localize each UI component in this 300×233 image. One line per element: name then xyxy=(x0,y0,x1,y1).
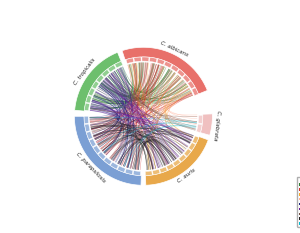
Polygon shape xyxy=(146,137,208,185)
Polygon shape xyxy=(126,58,134,64)
Text: C. parapsilosis: C. parapsilosis xyxy=(75,151,106,184)
Polygon shape xyxy=(153,169,160,175)
Polygon shape xyxy=(134,57,141,62)
Polygon shape xyxy=(157,59,165,65)
Polygon shape xyxy=(89,139,96,147)
Polygon shape xyxy=(192,88,198,96)
Polygon shape xyxy=(179,154,186,162)
Polygon shape xyxy=(173,159,181,166)
Polygon shape xyxy=(75,52,121,111)
Legend: C. albicans—C. tropicalis, C. albicans—C. parapsilosis, C. albicans—C. auris, C.: C. albicans—C. tropicalis, C. albicans—C… xyxy=(297,177,300,227)
Polygon shape xyxy=(160,167,167,173)
Polygon shape xyxy=(85,124,90,132)
Polygon shape xyxy=(93,146,100,154)
Polygon shape xyxy=(184,149,191,156)
Polygon shape xyxy=(192,136,199,144)
Text: C. auris: C. auris xyxy=(177,168,197,184)
Polygon shape xyxy=(177,69,185,77)
Polygon shape xyxy=(142,57,149,61)
Polygon shape xyxy=(102,69,110,77)
Polygon shape xyxy=(115,61,123,68)
Polygon shape xyxy=(96,75,104,83)
Polygon shape xyxy=(117,166,125,172)
Polygon shape xyxy=(104,157,112,165)
Polygon shape xyxy=(133,171,140,175)
Polygon shape xyxy=(188,81,195,89)
Polygon shape xyxy=(145,171,152,175)
Text: C. tropicalis: C. tropicalis xyxy=(73,57,96,86)
Polygon shape xyxy=(171,65,179,72)
Polygon shape xyxy=(183,75,190,82)
Polygon shape xyxy=(92,81,99,89)
Polygon shape xyxy=(198,115,203,123)
Polygon shape xyxy=(196,124,202,133)
Polygon shape xyxy=(108,65,116,72)
Polygon shape xyxy=(86,131,93,140)
Polygon shape xyxy=(149,57,157,62)
Polygon shape xyxy=(167,163,174,170)
Text: C. glabrata: C. glabrata xyxy=(212,110,221,141)
Text: C. albicans: C. albicans xyxy=(160,41,189,58)
Polygon shape xyxy=(122,47,207,94)
Polygon shape xyxy=(98,152,106,160)
Polygon shape xyxy=(88,88,95,96)
Polygon shape xyxy=(189,143,196,150)
Polygon shape xyxy=(164,61,172,68)
Polygon shape xyxy=(200,114,212,135)
Polygon shape xyxy=(74,116,141,185)
Polygon shape xyxy=(86,95,92,103)
Polygon shape xyxy=(110,162,118,169)
Polygon shape xyxy=(84,116,88,123)
Polygon shape xyxy=(125,169,133,175)
Polygon shape xyxy=(84,103,90,111)
